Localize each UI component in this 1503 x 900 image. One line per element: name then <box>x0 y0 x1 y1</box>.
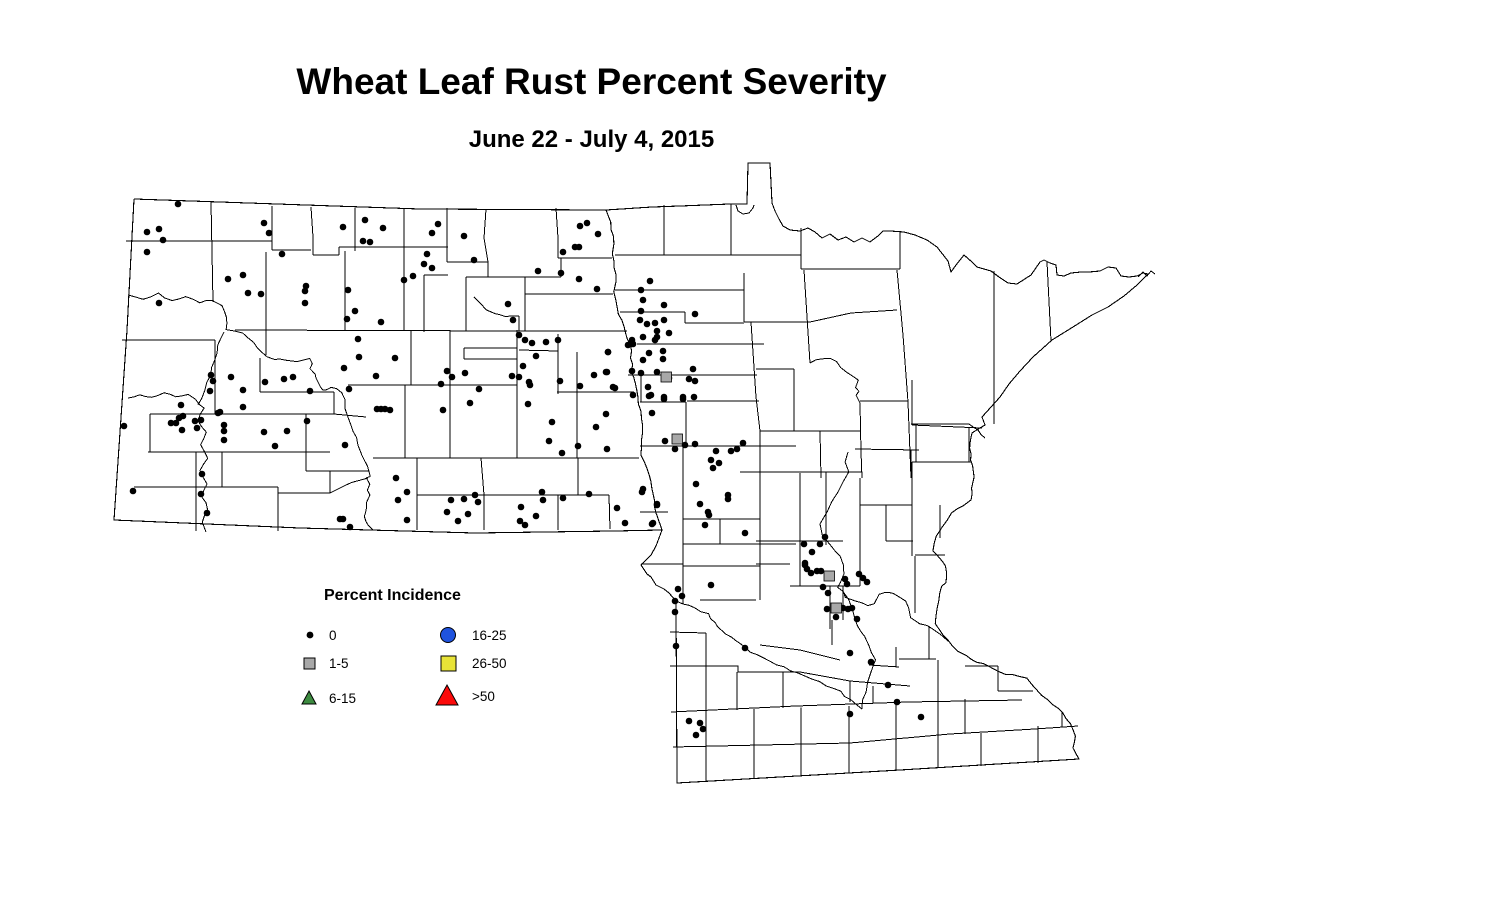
svg-text:16-25: 16-25 <box>472 628 507 643</box>
svg-text:26-50: 26-50 <box>472 656 507 671</box>
svg-text:1-5: 1-5 <box>329 656 349 671</box>
svg-text:>50: >50 <box>472 689 495 704</box>
svg-text:6-15: 6-15 <box>329 691 356 706</box>
svg-text:0: 0 <box>329 628 337 643</box>
svg-text:Percent Incidence: Percent Incidence <box>324 587 461 604</box>
